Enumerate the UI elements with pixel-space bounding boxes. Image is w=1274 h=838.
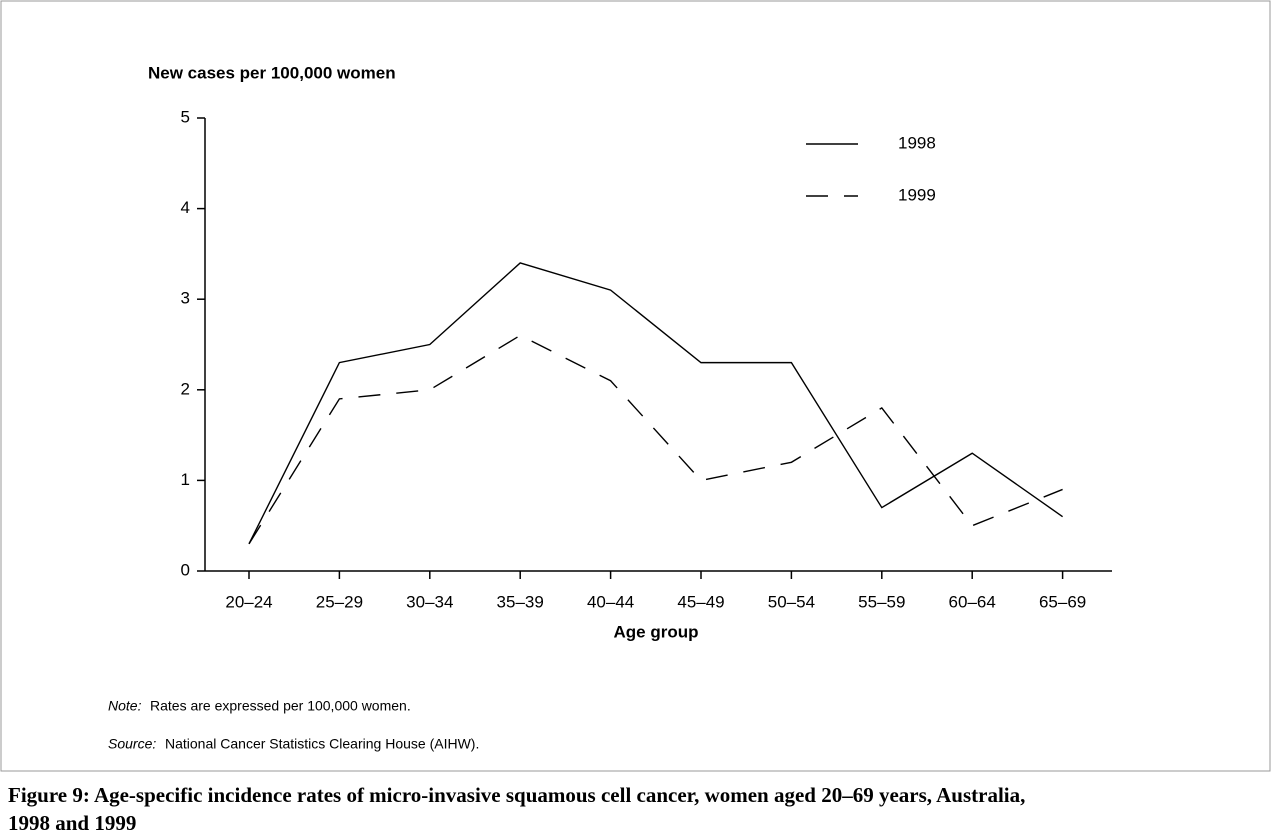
note-text: Rates are expressed per 100,000 women. <box>150 698 411 714</box>
x-tick-label: 50–54 <box>768 592 815 611</box>
note-label: Note: <box>108 698 142 714</box>
y-tick-label: 0 <box>181 560 190 579</box>
y-tick-label: 5 <box>181 107 190 126</box>
series-line <box>248 262 1064 545</box>
source-text: National Cancer Statistics Clearing Hous… <box>165 736 479 752</box>
legend-label: 1998 <box>898 133 936 152</box>
chart-frame <box>0 0 1271 772</box>
x-tick-label: 45–49 <box>677 592 724 611</box>
series-line <box>248 334 1063 545</box>
chart: New cases per 100,000 women Age group No… <box>0 0 1271 772</box>
source-label: Source: <box>108 736 156 752</box>
x-tick-label: 25–29 <box>316 592 363 611</box>
x-tick-label: 30–34 <box>406 592 453 611</box>
x-tick-label: 20–24 <box>225 592 272 611</box>
legend-label: 1999 <box>898 185 936 204</box>
y-axis-title: New cases per 100,000 women <box>148 63 396 82</box>
x-tick-label: 55–59 <box>858 592 905 611</box>
x-axis-title: Age group <box>614 622 699 641</box>
y-tick-label: 1 <box>181 470 190 489</box>
x-tick-label: 35–39 <box>497 592 544 611</box>
y-tick-label: 4 <box>181 198 190 217</box>
y-tick-label: 3 <box>181 289 190 308</box>
figure-caption: Figure 9: Age-specific incidence rates o… <box>8 783 1026 835</box>
x-tick-label: 40–44 <box>587 592 634 611</box>
y-tick-label: 2 <box>181 379 190 398</box>
x-tick-label: 65–69 <box>1039 592 1086 611</box>
x-tick-label: 60–64 <box>949 592 996 611</box>
